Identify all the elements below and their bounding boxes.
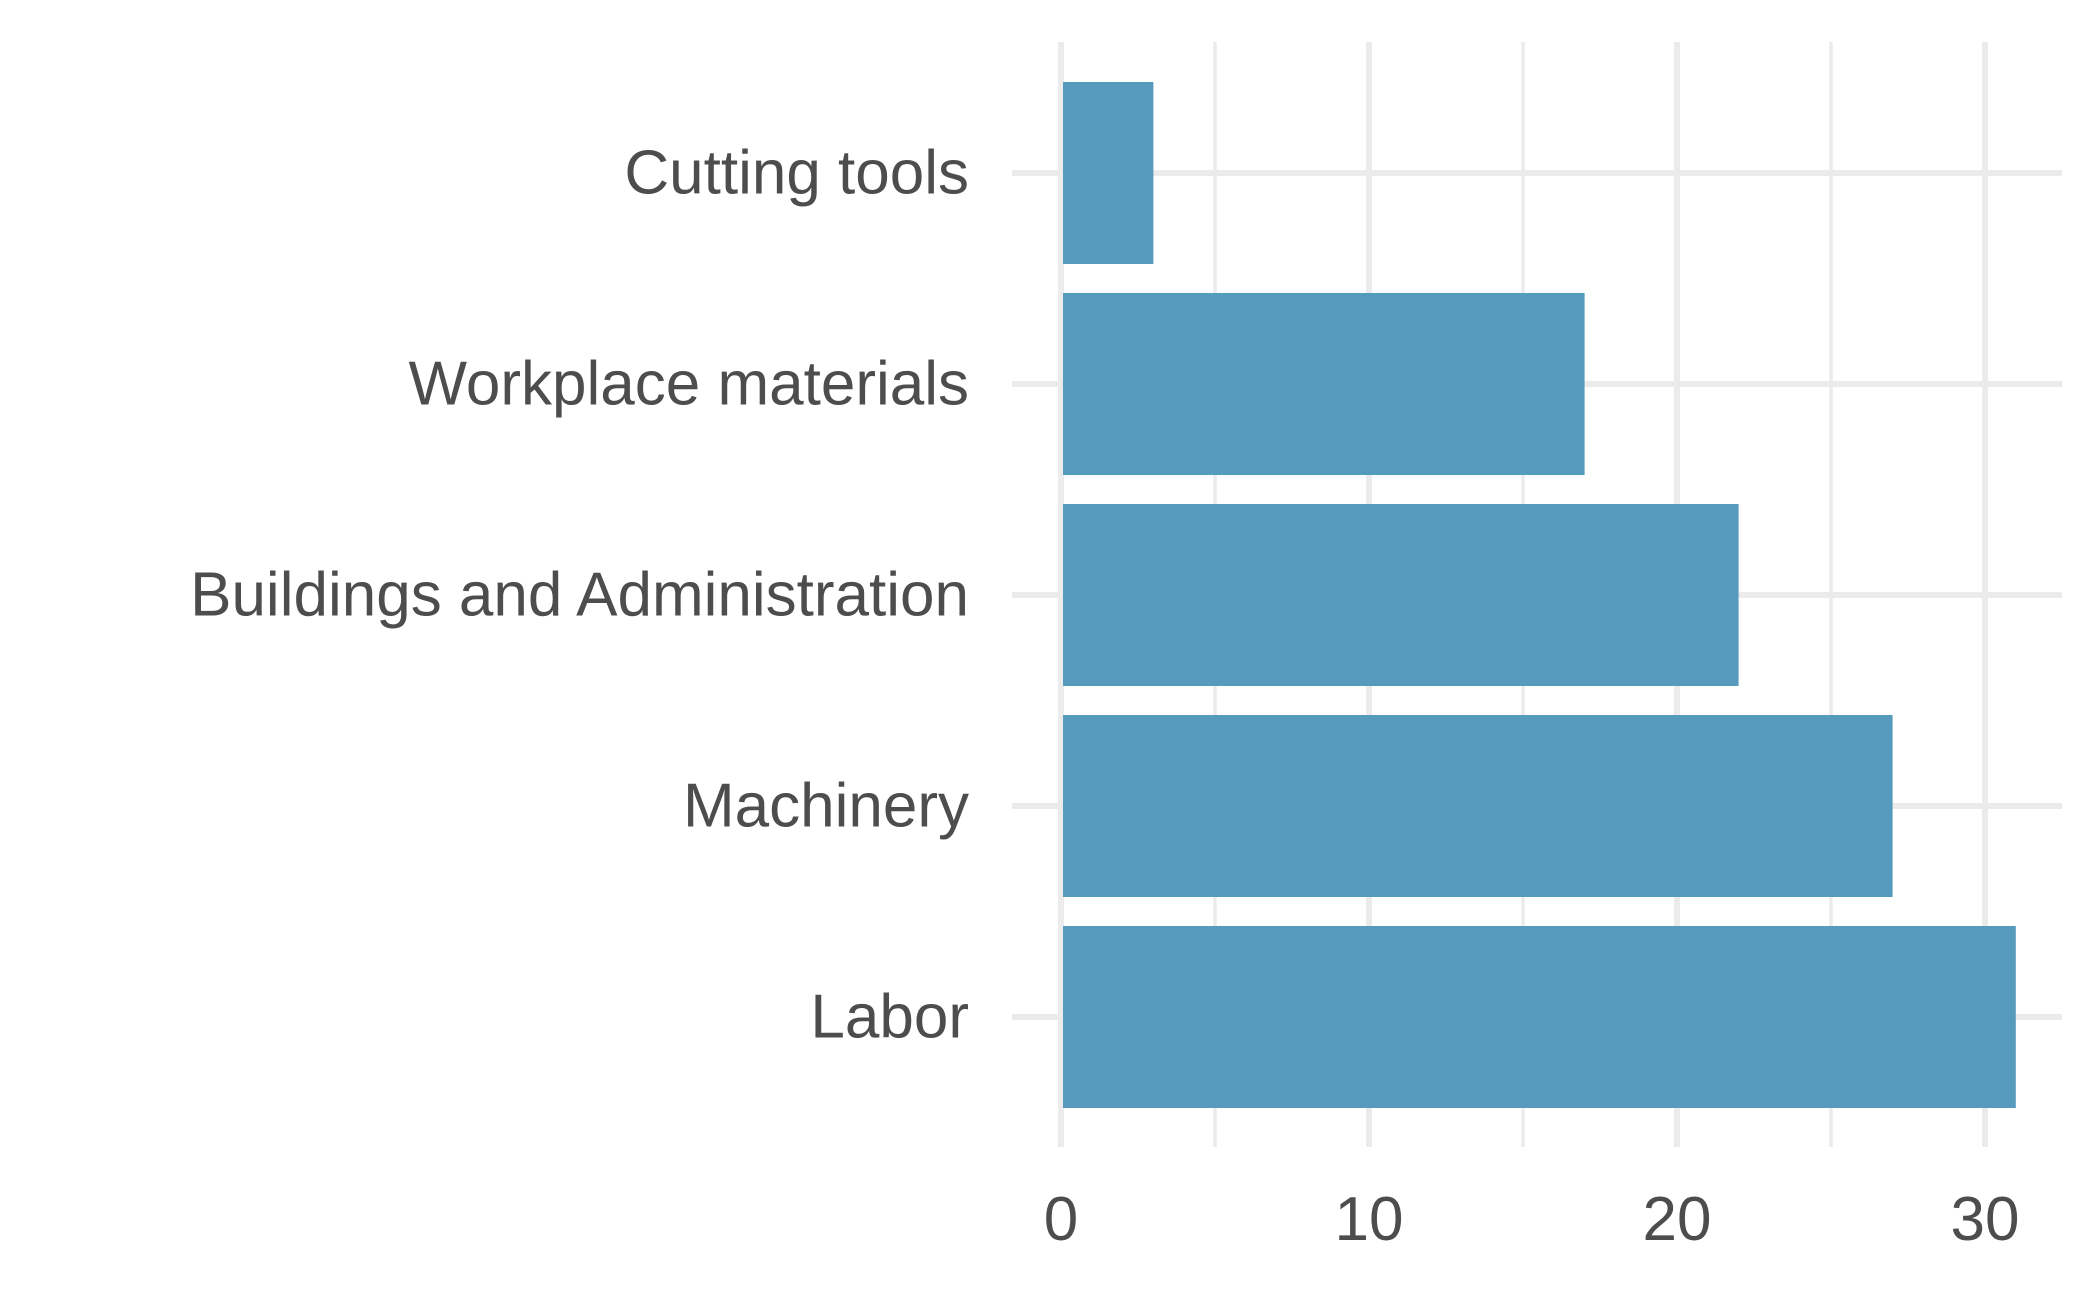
bars [1063, 82, 2016, 1108]
category-label: Workplace materials [409, 350, 969, 419]
category-label: Machinery [683, 772, 969, 841]
category-labels: Cutting tools Workplace materials Building… [190, 139, 969, 1052]
x-tick-label: 30 [1951, 1185, 2020, 1254]
x-tick-labels: 0 10 20 30 [1044, 1185, 2020, 1254]
bar [1063, 715, 1893, 897]
bar [1063, 293, 1585, 475]
bar [1063, 504, 1739, 686]
bar [1063, 82, 1154, 264]
x-tick-label: 0 [1044, 1185, 1078, 1254]
category-label: Cutting tools [624, 139, 969, 208]
x-tick-label: 20 [1643, 1185, 1712, 1254]
category-label: Labor [810, 983, 969, 1052]
x-tick-label: 10 [1335, 1185, 1404, 1254]
bar [1063, 926, 2016, 1108]
category-label: Buildings and Administration [190, 561, 969, 630]
